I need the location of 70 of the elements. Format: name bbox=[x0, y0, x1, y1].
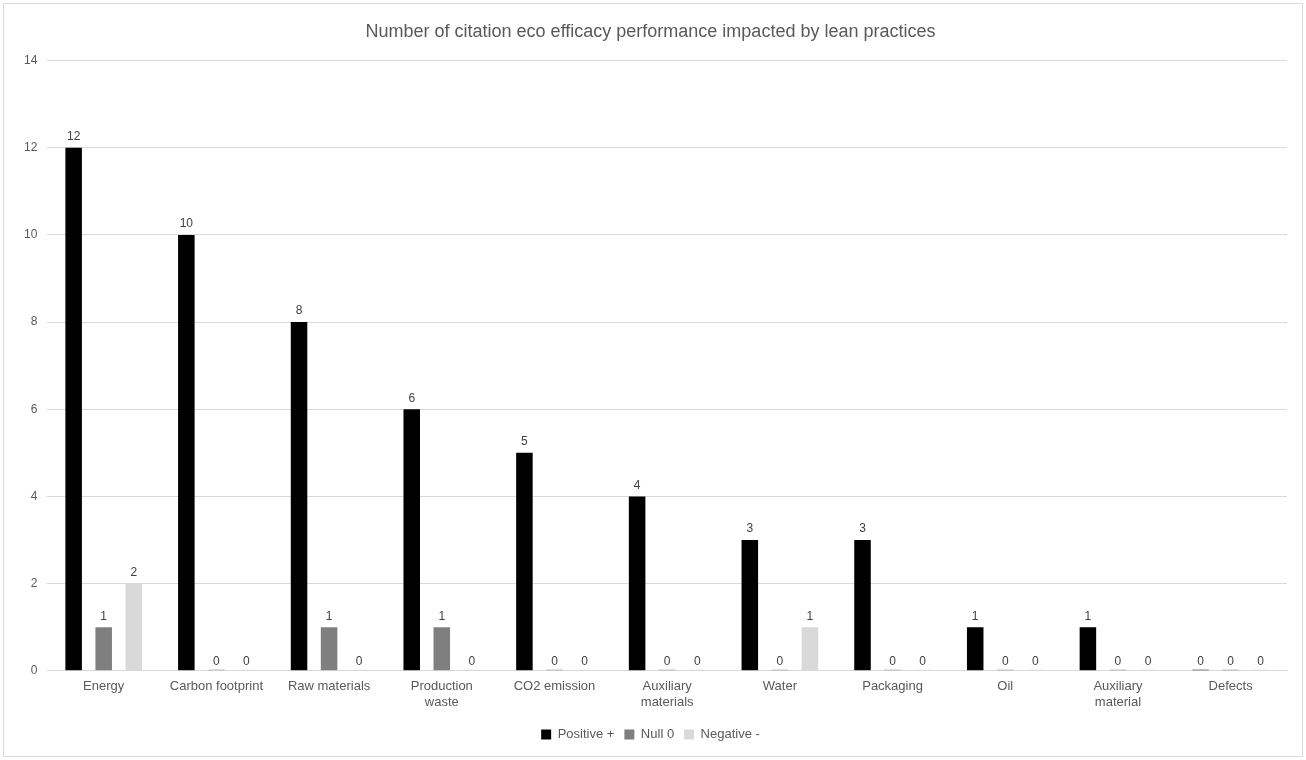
data-label: 0 bbox=[693, 654, 701, 669]
x-tick-label: CO2 emission bbox=[513, 678, 596, 694]
data-label: 0 bbox=[776, 654, 784, 669]
data-label: 0 bbox=[663, 654, 671, 669]
bar bbox=[741, 540, 759, 671]
x-tick-label: Raw materials bbox=[287, 678, 371, 694]
x-tick-label: Auxiliary material bbox=[1093, 678, 1144, 709]
x-tick-label: Energy bbox=[83, 678, 125, 694]
data-label: 0 bbox=[1114, 654, 1122, 669]
x-tick-label: Auxiliary materials bbox=[640, 678, 695, 709]
data-label: 0 bbox=[919, 654, 927, 669]
data-label: 6 bbox=[408, 390, 416, 405]
data-label: 0 bbox=[355, 654, 363, 669]
data-label: 0 bbox=[581, 654, 589, 669]
chart-title: Number of citation eco efficacy performance impacted by lean practices bbox=[365, 20, 936, 41]
legend-label: Negative - bbox=[700, 726, 760, 742]
y-tick-label: 14 bbox=[23, 52, 38, 67]
data-label: 1 bbox=[325, 608, 333, 623]
data-label: 0 bbox=[213, 654, 221, 669]
y-tick-label: 2 bbox=[30, 575, 38, 590]
bar bbox=[628, 496, 646, 671]
x-tick-label: Defects bbox=[1208, 678, 1254, 694]
y-tick-label: 12 bbox=[23, 140, 38, 155]
y-tick-label: 6 bbox=[30, 401, 38, 416]
data-label: 10 bbox=[179, 216, 194, 231]
legend-label: Null 0 bbox=[640, 726, 675, 742]
data-label: 3 bbox=[746, 521, 754, 536]
bar bbox=[95, 627, 112, 671]
legend-label: Positive + bbox=[557, 726, 615, 742]
bar bbox=[403, 409, 420, 671]
bar bbox=[1079, 627, 1097, 671]
bar bbox=[801, 627, 819, 671]
data-label: 0 bbox=[1001, 654, 1009, 669]
bar bbox=[178, 234, 195, 671]
x-tick-label: Water bbox=[762, 678, 798, 694]
data-label: 0 bbox=[551, 654, 559, 669]
data-label: 0 bbox=[468, 654, 476, 669]
data-label: 1 bbox=[100, 608, 108, 623]
data-label: 1 bbox=[1084, 608, 1092, 623]
data-label: 0 bbox=[889, 654, 897, 669]
data-label: 0 bbox=[1197, 654, 1205, 669]
y-tick-label: 4 bbox=[30, 488, 38, 503]
data-label: 2 bbox=[130, 564, 138, 579]
y-tick-label: 8 bbox=[30, 314, 38, 329]
bar bbox=[290, 322, 308, 671]
data-label: 0 bbox=[1144, 654, 1152, 669]
data-label: 5 bbox=[521, 434, 529, 449]
data-label: 3 bbox=[859, 521, 867, 536]
y-tick-label: 10 bbox=[23, 227, 38, 242]
data-label: 4 bbox=[633, 477, 641, 492]
data-label: 0 bbox=[1031, 654, 1039, 669]
data-label: 1 bbox=[971, 608, 979, 623]
bar bbox=[854, 540, 871, 671]
bar bbox=[516, 452, 533, 671]
bar bbox=[65, 147, 82, 671]
data-label: 1 bbox=[438, 608, 446, 623]
bar bbox=[966, 627, 984, 671]
data-label: 0 bbox=[1227, 654, 1235, 669]
data-label: 12 bbox=[66, 129, 81, 144]
bar bbox=[433, 627, 451, 671]
x-tick-label: Carbon footprint bbox=[169, 678, 264, 694]
data-label: 8 bbox=[295, 303, 303, 318]
x-tick-label: Oil bbox=[997, 678, 1014, 694]
data-label: 0 bbox=[1257, 654, 1265, 669]
bar bbox=[320, 627, 338, 671]
y-tick-label: 0 bbox=[30, 663, 38, 678]
data-label: 1 bbox=[806, 608, 814, 623]
data-label: 0 bbox=[243, 654, 251, 669]
x-tick-label: Production waste bbox=[410, 678, 473, 709]
x-tick-label: Packaging bbox=[862, 678, 923, 694]
